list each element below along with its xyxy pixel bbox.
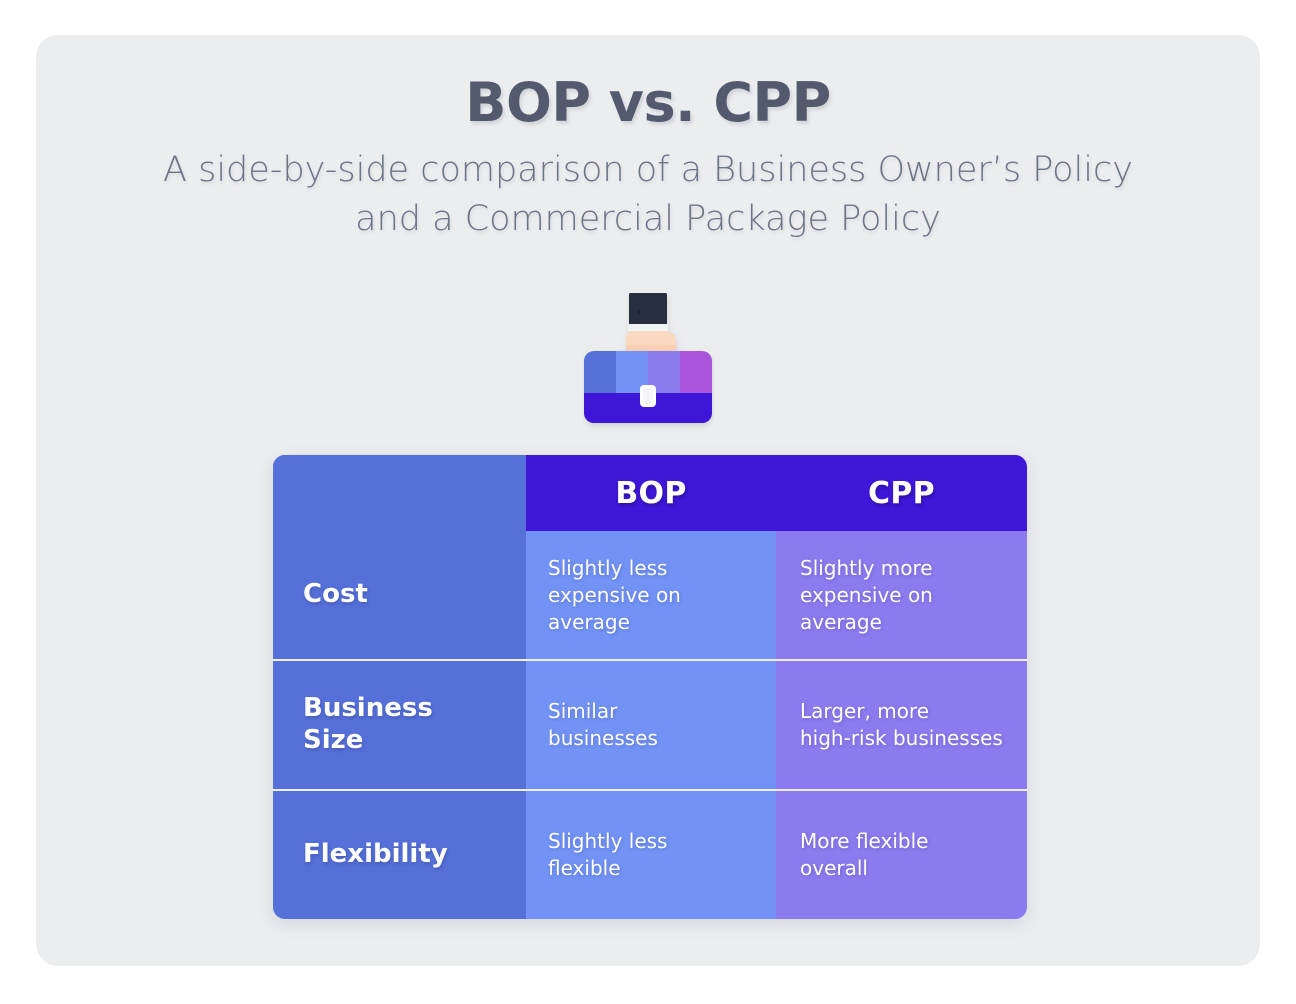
shirt-cuff xyxy=(628,324,668,332)
cell-cpp-cost: Slightly more expensive on average xyxy=(800,555,933,634)
cell-cpp-business-size: Larger, more high-risk businesses xyxy=(800,699,1003,750)
comparison-table: BOP CPP Cost Slightly less expensive on … xyxy=(273,455,1027,919)
row-label-cell: Flexibility xyxy=(273,791,526,919)
row-bop-cell: Slightly less expensive on average xyxy=(526,531,776,659)
table-row: Flexibility Slightly less flexible More … xyxy=(273,789,1027,919)
table-header-blank-cell xyxy=(273,455,526,531)
infographic-card: BOP vs. CPP A side-by-side comparison of… xyxy=(36,35,1260,966)
row-bop-cell: Similar businesses xyxy=(526,661,776,789)
table-header-bop-label: BOP xyxy=(615,475,687,511)
heading-block: BOP vs. CPP A side-by-side comparison of… xyxy=(36,71,1260,245)
row-cpp-cell: Slightly more expensive on average xyxy=(776,531,1027,659)
row-label-business-size: Business Size xyxy=(303,693,433,755)
table-header-cpp: CPP xyxy=(776,455,1027,531)
row-label-cost: Cost xyxy=(303,579,368,610)
briefcase-in-hand-icon xyxy=(584,293,712,423)
row-cpp-cell: More flexible overall xyxy=(776,791,1027,919)
page-subtitle: A side-by-side comparison of a Business … xyxy=(163,149,1133,240)
cell-bop-business-size: Similar businesses xyxy=(548,699,658,750)
table-row: Business Size Similar businesses Larger,… xyxy=(273,659,1027,789)
row-label-cell: Business Size xyxy=(273,661,526,789)
row-bop-cell: Slightly less flexible xyxy=(526,791,776,919)
cell-cpp-flexibility: More flexible overall xyxy=(800,829,929,880)
sleeve-button-icon xyxy=(637,310,641,314)
row-label-cell: Cost xyxy=(273,531,526,659)
table-header-cpp-label: CPP xyxy=(868,475,935,511)
briefcase-body xyxy=(584,351,712,423)
briefcase-latch-inner xyxy=(643,388,653,404)
illustration-container xyxy=(36,293,1260,455)
page-title: BOP vs. CPP xyxy=(465,71,831,134)
table-row: Cost Slightly less expensive on average … xyxy=(273,531,1027,659)
table-header-bop: BOP xyxy=(526,455,776,531)
table-header-row: BOP CPP xyxy=(273,455,1027,531)
row-cpp-cell: Larger, more high-risk businesses xyxy=(776,661,1027,789)
cell-bop-cost: Slightly less expensive on average xyxy=(548,555,681,634)
cell-bop-flexibility: Slightly less flexible xyxy=(548,829,668,880)
row-label-flexibility: Flexibility xyxy=(303,839,448,870)
